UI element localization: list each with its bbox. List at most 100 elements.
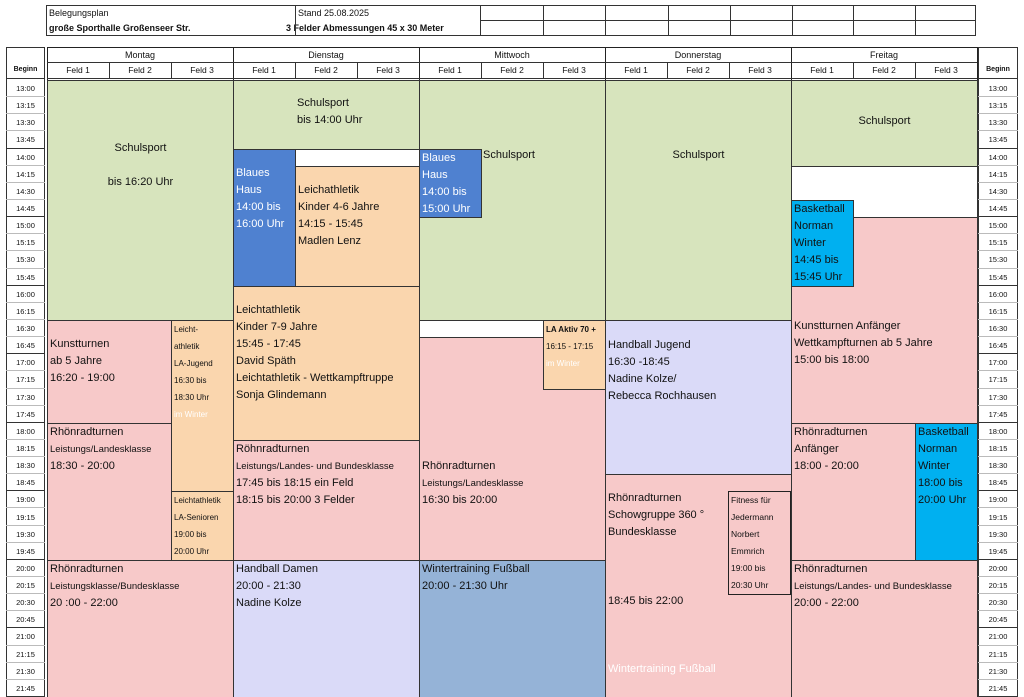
booking-text: 20 :00 - 22:00 [50, 596, 118, 609]
booking-text: LA Aktiv 70 + [546, 324, 596, 334]
time-row [978, 131, 1018, 149]
time-row [6, 80, 45, 98]
time-row [6, 234, 45, 252]
time-label: 18:00 [16, 426, 35, 436]
booking-text: Kunstturnen Anfänger [794, 320, 901, 333]
booking-text: Leichtathletik [236, 303, 301, 316]
time-label: 20:30 [16, 598, 35, 608]
booking-text: 15:00 bis 18:00 [794, 354, 870, 367]
booking-text: Wintertraining Fußball [608, 663, 716, 676]
empty-slot [295, 148, 420, 167]
booking-text: 16:30 -18:45 [608, 355, 670, 368]
day-header-line [419, 78, 605, 79]
time-row [6, 183, 45, 200]
booking-text: Anfänger [794, 442, 839, 455]
time-row [978, 149, 1018, 166]
booking-block: Blaues Haus 14:00 bis 16:00 Uhr [233, 148, 296, 287]
booking-block: Leicht-athletik LA-Jugend 16:30 bis 18:30 U… [171, 319, 234, 493]
booking-text: Leistungs/Landes- und Bundesklasse [794, 580, 952, 592]
booking-text: Nadine Kolze/ [608, 372, 677, 385]
booking-text: Handball Damen [236, 562, 318, 575]
time-label: 18:15 [16, 443, 35, 453]
day-header-line [791, 62, 977, 63]
booking-text: bis 14:00 Uhr [297, 114, 363, 126]
time-label: 13:45 [988, 135, 1008, 145]
booking-text: 20:00 Uhr [174, 547, 210, 557]
booking-text: Norbert [731, 529, 760, 540]
booking-text: 20:30 Uhr [731, 580, 769, 591]
booking-text: 20:00 - 21:30 Uhr [422, 579, 508, 592]
time-label: 15:00 [988, 221, 1008, 231]
booking-text: Leicht- [174, 324, 199, 334]
time-label: 13:00 [16, 84, 35, 93]
time-label: 20:30 [988, 598, 1008, 608]
time-row [6, 560, 45, 578]
time-label: 16:45 [16, 341, 35, 351]
time-row [6, 149, 45, 166]
time-label: 16:15 [988, 306, 1008, 316]
time-label: 21:00 [988, 632, 1008, 642]
time-label: 19:00 [988, 495, 1008, 505]
time-label: 19:15 [16, 512, 35, 522]
booking-block: Fitness für Jedermann Norbert Emmrich 19:00 … [728, 491, 791, 596]
time-row [978, 440, 1018, 458]
time-label: 14:15 [16, 169, 35, 179]
time-row [978, 543, 1018, 560]
time-row [6, 577, 45, 595]
time-row [978, 457, 1018, 475]
field-name: Feld 3 [562, 65, 586, 75]
time-label: 21:15 [988, 649, 1008, 659]
time-label: 14:00 [988, 152, 1008, 162]
time-label: 18:30 [16, 461, 35, 471]
field-name: Feld 2 [500, 65, 524, 75]
booking-text: Schulsport [297, 97, 349, 109]
booking-text: Leistungs/Landesklasse [50, 443, 152, 455]
booking-text: Blaues [422, 151, 456, 164]
time-row [6, 286, 45, 303]
booking-text: 16:00 Uhr [236, 217, 285, 230]
booking-text: Leistungs/Landesklasse [422, 478, 524, 490]
booking-text: 15:45 - 17:45 [236, 337, 301, 350]
time-label: 16:00 [988, 289, 1008, 299]
time-row [978, 320, 1018, 338]
time-label: 15:00 [16, 221, 35, 231]
time-row [6, 628, 45, 646]
time-row [6, 269, 45, 286]
time-label: 19:45 [988, 546, 1008, 556]
field-name: Feld 2 [686, 65, 710, 75]
booking-text: 20:00 Uhr [918, 493, 967, 506]
booking-text: Sonja Glindemann [236, 388, 327, 401]
time-label: 13:30 [988, 118, 1008, 128]
time-row [978, 200, 1018, 218]
booking-text: Rhönradturnen [794, 425, 868, 438]
booking-text: Emmrich [731, 546, 765, 557]
booking-text: 17:45 bis 18:15 ein Feld [236, 476, 354, 489]
booking-text: Schowgruppe 360 ° [608, 509, 705, 522]
field-name: Feld 3 [934, 65, 958, 75]
time-row [6, 371, 45, 389]
time-label: 15:45 [988, 272, 1008, 282]
booking-text: 20:00 - 21:30 [236, 579, 301, 592]
time-row [6, 303, 45, 320]
booking-block: Blaues Haus 14:00 bis 15:00 Uhr [419, 148, 482, 219]
booking-text: 18:00 - 20:00 [794, 459, 859, 472]
time-row [978, 646, 1018, 663]
time-row [978, 80, 1018, 98]
day-header-line [605, 78, 791, 79]
time-label: 16:15 [16, 306, 35, 316]
time-label: 15:30 [16, 255, 35, 265]
time-label: 17:45 [16, 409, 35, 419]
booking-text: 16:15 - 17:15 [546, 341, 594, 351]
booking-text: Rhönradturnen [50, 562, 124, 575]
time-label: 17:15 [988, 375, 1008, 385]
booking-text: ab 5 Jahre [50, 354, 102, 367]
time-label: 19:45 [16, 546, 35, 556]
time-row [978, 234, 1018, 252]
day-header-line [233, 78, 419, 79]
field-name: Feld 3 [376, 65, 400, 75]
booking-text: Leistungsklasse/Bundesklasse [50, 580, 180, 592]
booking-block: Leichtathletik Kinder 7-9 Jahre 15:45 - 17… [233, 285, 420, 441]
time-label: 19:30 [988, 529, 1008, 539]
booking-text: 16:30 bis [174, 375, 207, 385]
day-header-line [47, 78, 233, 79]
